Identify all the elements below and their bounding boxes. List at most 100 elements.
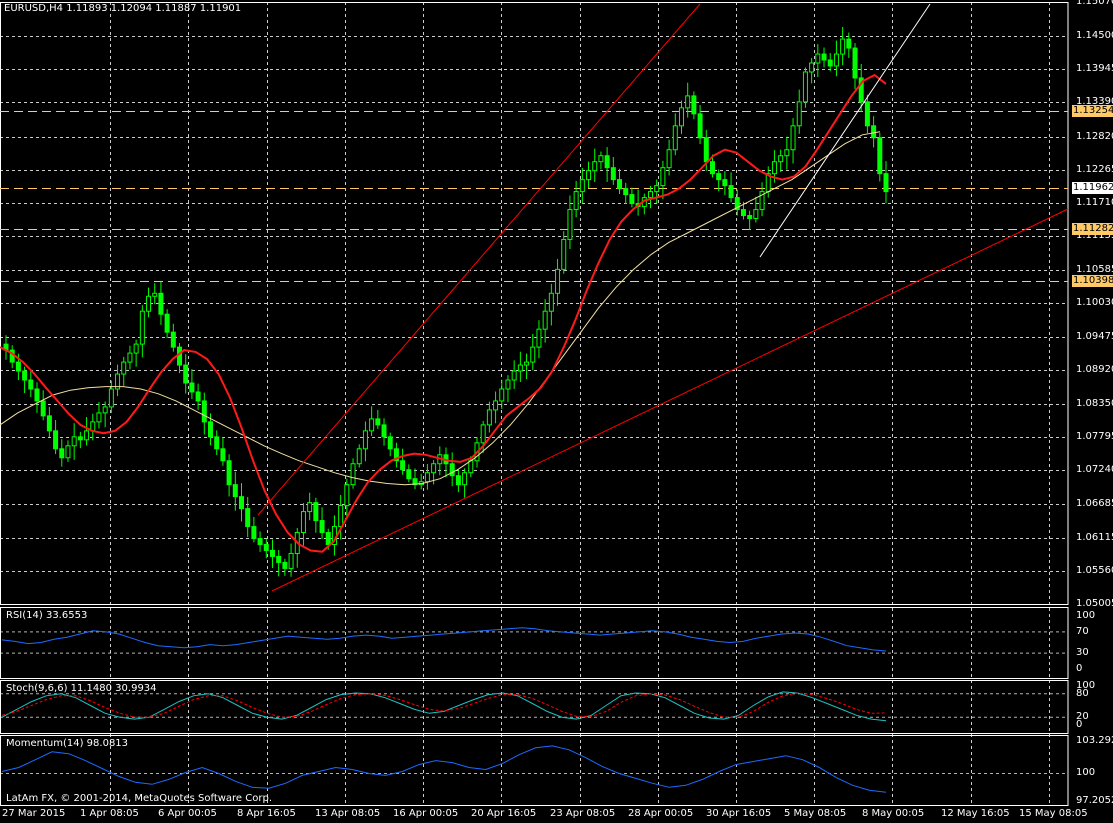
candle-body bbox=[300, 511, 306, 534]
stoch-tick-label: 100 bbox=[1076, 680, 1096, 691]
rsi-tick-label: 100 bbox=[1076, 610, 1096, 621]
candle-body bbox=[96, 412, 102, 423]
rsi-tick-label: 30 bbox=[1076, 647, 1089, 659]
y-tick-label: 1.12820 bbox=[1076, 130, 1113, 142]
candle-body bbox=[586, 170, 592, 181]
candle-body bbox=[71, 436, 77, 447]
y-tick-label: 1.13945 bbox=[1076, 63, 1113, 75]
candle-body bbox=[400, 460, 406, 471]
candle-body bbox=[821, 53, 827, 61]
candle-body bbox=[344, 484, 350, 507]
candle-body bbox=[617, 179, 623, 190]
candle-body bbox=[871, 125, 877, 139]
x-tick-label: 13 Apr 08:05 bbox=[315, 808, 381, 819]
candle-body bbox=[133, 343, 139, 354]
candle-body bbox=[536, 328, 542, 348]
candle-body bbox=[412, 478, 418, 486]
candle-body bbox=[573, 191, 579, 211]
candle-body bbox=[350, 463, 356, 486]
x-tick-label: 23 Apr 08:05 bbox=[550, 808, 616, 819]
candle-body bbox=[809, 62, 815, 73]
candle-body bbox=[251, 526, 257, 540]
y-tick-label: 1.11155 bbox=[1076, 230, 1113, 242]
candle-body bbox=[238, 496, 244, 510]
candle-body bbox=[852, 47, 858, 79]
y-tick-label: 1.06115 bbox=[1076, 531, 1113, 543]
stoch-main-line bbox=[1, 691, 887, 722]
price-tag: 1.13254 bbox=[1072, 104, 1113, 117]
candle-body bbox=[282, 561, 288, 569]
candle-body bbox=[455, 475, 461, 486]
candle-body bbox=[672, 125, 678, 151]
candle-body bbox=[115, 373, 121, 390]
y-tick-label: 1.15070 bbox=[1076, 0, 1113, 7]
candle-body bbox=[784, 149, 790, 157]
rsi-line bbox=[1, 627, 887, 652]
candle-body bbox=[158, 292, 164, 315]
candle-body bbox=[815, 53, 821, 64]
candle-body bbox=[709, 161, 715, 175]
candle-body bbox=[486, 409, 492, 426]
candle-body bbox=[127, 352, 133, 363]
candle-body bbox=[468, 460, 474, 474]
candle-body bbox=[170, 331, 176, 348]
candle-body bbox=[802, 71, 808, 103]
candle-body bbox=[269, 549, 275, 557]
candle-body bbox=[139, 310, 145, 345]
candle-body bbox=[46, 415, 52, 432]
candle-body bbox=[220, 448, 226, 462]
stoch-tick-label: 20 bbox=[1076, 711, 1089, 723]
candle-body bbox=[146, 295, 152, 312]
x-tick-label: 6 Apr 00:05 bbox=[158, 808, 217, 819]
price-tag: 1.10398 bbox=[1072, 275, 1113, 288]
candle-body bbox=[245, 508, 251, 528]
y-tick-label: 1.14500 bbox=[1076, 30, 1113, 42]
candle-body bbox=[883, 173, 889, 193]
y-tick-label: 1.08920 bbox=[1076, 363, 1113, 375]
candle-body bbox=[716, 173, 722, 181]
candle-body bbox=[505, 379, 511, 390]
candle-body bbox=[561, 238, 567, 270]
y-tick-label: 1.10585 bbox=[1076, 264, 1113, 276]
candle-body bbox=[232, 484, 238, 498]
y-tick-label: 1.07795 bbox=[1076, 431, 1113, 443]
candle-body bbox=[449, 463, 455, 477]
candle-body bbox=[598, 155, 604, 163]
candle-body bbox=[530, 346, 536, 363]
candle-body bbox=[623, 188, 629, 196]
y-tick-label: 1.11710 bbox=[1076, 196, 1113, 208]
rsi-tick-label: 70 bbox=[1076, 625, 1089, 637]
candle-body bbox=[183, 364, 189, 384]
price-tag: 1.11962 bbox=[1072, 181, 1113, 194]
y-tick-label: 1.05005 bbox=[1076, 598, 1113, 609]
candle-body bbox=[77, 436, 83, 441]
momentum-tick-label: 103.2922 bbox=[1076, 735, 1113, 746]
candle-body bbox=[728, 185, 734, 199]
candle-body bbox=[511, 370, 517, 381]
candle-body bbox=[189, 382, 195, 393]
y-tick-label: 1.10030 bbox=[1076, 297, 1113, 309]
y-tick-label: 1.08350 bbox=[1076, 397, 1113, 409]
candle-body bbox=[369, 418, 375, 432]
candle-body bbox=[276, 555, 282, 563]
x-tick-label: 30 Apr 16:05 bbox=[706, 808, 772, 819]
candle-body bbox=[734, 197, 740, 211]
candle-body bbox=[121, 361, 127, 375]
channel-line-upper bbox=[257, 3, 701, 516]
candle-body bbox=[214, 436, 220, 450]
candle-body bbox=[691, 95, 697, 115]
candle-body bbox=[263, 543, 269, 551]
candle-body bbox=[790, 125, 796, 151]
candle-body bbox=[747, 215, 753, 220]
candle-body bbox=[201, 400, 207, 423]
candle-body bbox=[208, 421, 214, 438]
candle-body bbox=[375, 418, 381, 426]
stoch-tick-label: 0 bbox=[1076, 719, 1083, 730]
stoch-pane-frame bbox=[0, 680, 1069, 734]
candle-body bbox=[493, 400, 499, 411]
candle-body bbox=[666, 149, 672, 169]
candle-body bbox=[22, 370, 28, 381]
candle-body bbox=[722, 179, 728, 187]
mom-pane-frame bbox=[0, 735, 1069, 806]
